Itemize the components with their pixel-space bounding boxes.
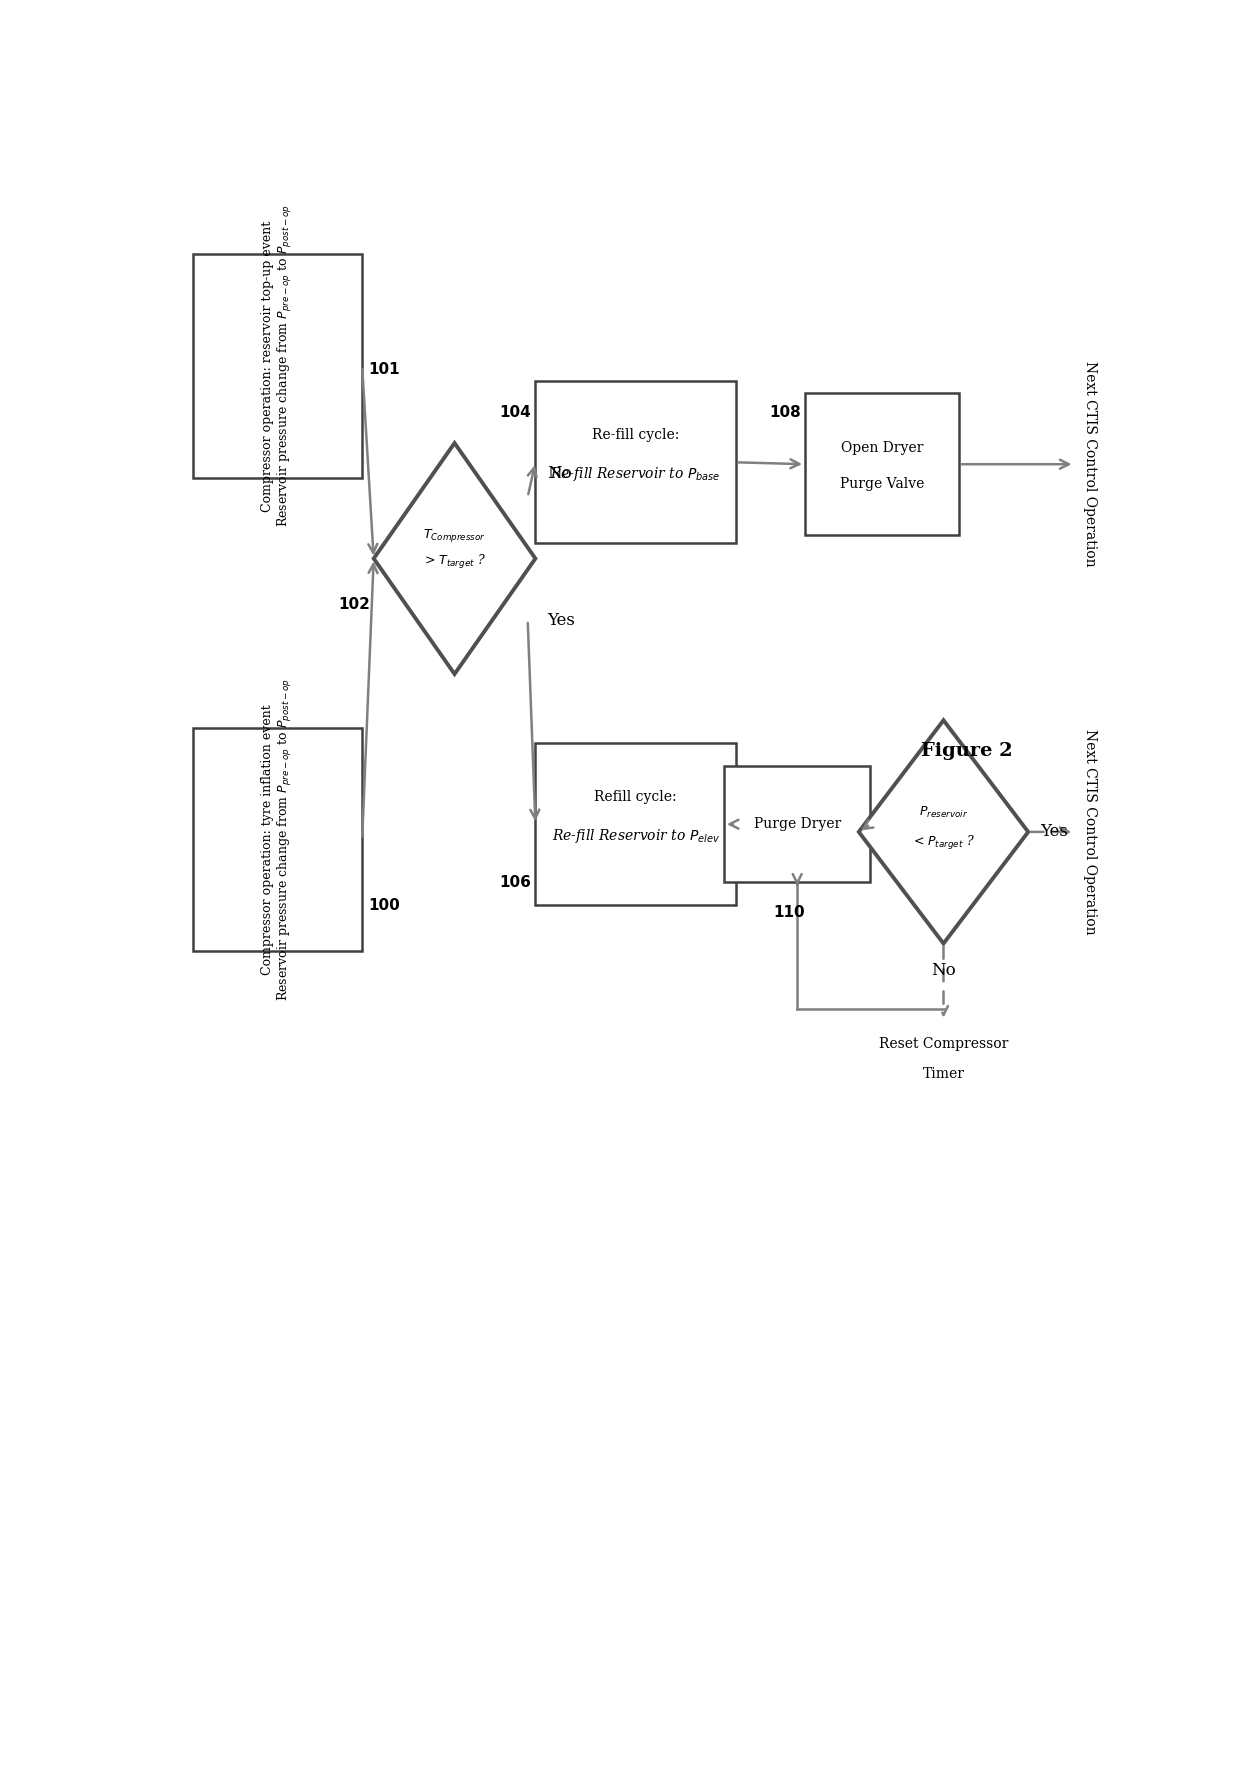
Text: Purge Dryer: Purge Dryer — [754, 816, 841, 830]
Text: Re-fill Reservoir to $P_{base}$: Re-fill Reservoir to $P_{base}$ — [551, 465, 720, 482]
Text: Compressor operation: tyre inflation event
Reservoir pressure change from $P_{pr: Compressor operation: tyre inflation eve… — [260, 679, 294, 1002]
Text: Re-fill Reservoir to $P_{elev}$: Re-fill Reservoir to $P_{elev}$ — [552, 827, 719, 845]
Text: No: No — [931, 961, 956, 979]
Text: 108: 108 — [769, 405, 801, 419]
Polygon shape — [859, 721, 1028, 944]
Text: $T_{Compressor}$: $T_{Compressor}$ — [423, 527, 486, 544]
Text: 100: 100 — [368, 898, 401, 912]
Text: 106: 106 — [500, 875, 532, 889]
Text: No: No — [547, 465, 572, 482]
FancyBboxPatch shape — [192, 728, 362, 951]
FancyBboxPatch shape — [192, 254, 362, 477]
Text: Purge Valve: Purge Valve — [839, 477, 924, 491]
FancyBboxPatch shape — [536, 382, 735, 542]
Text: Yes: Yes — [1040, 823, 1068, 841]
Text: 110: 110 — [774, 905, 805, 921]
Text: Next CTIS Control Operation: Next CTIS Control Operation — [1083, 362, 1097, 567]
FancyBboxPatch shape — [805, 392, 959, 535]
Text: 104: 104 — [500, 405, 532, 419]
Text: Timer: Timer — [923, 1067, 965, 1081]
Text: Open Dryer: Open Dryer — [841, 442, 923, 456]
Text: Figure 2: Figure 2 — [921, 742, 1012, 760]
Text: $P_{reservoir}$: $P_{reservoir}$ — [919, 806, 968, 820]
Text: 102: 102 — [339, 597, 370, 611]
Text: Refill cycle:: Refill cycle: — [594, 790, 677, 804]
Text: Yes: Yes — [547, 611, 575, 629]
Text: > $T_{target}$ ?: > $T_{target}$ ? — [424, 553, 486, 571]
Text: < $P_{target}$ ?: < $P_{target}$ ? — [913, 834, 975, 852]
FancyBboxPatch shape — [536, 744, 735, 905]
Text: 101: 101 — [368, 362, 401, 378]
Text: Next CTIS Control Operation: Next CTIS Control Operation — [1083, 730, 1097, 935]
Text: Re-fill cycle:: Re-fill cycle: — [591, 428, 680, 442]
Text: Reset Compressor: Reset Compressor — [879, 1037, 1008, 1051]
Polygon shape — [373, 444, 536, 673]
FancyBboxPatch shape — [724, 767, 870, 882]
Text: Compressor operation: reservoir top-up event
Reservoir pressure change from $P_{: Compressor operation: reservoir top-up e… — [260, 205, 294, 528]
